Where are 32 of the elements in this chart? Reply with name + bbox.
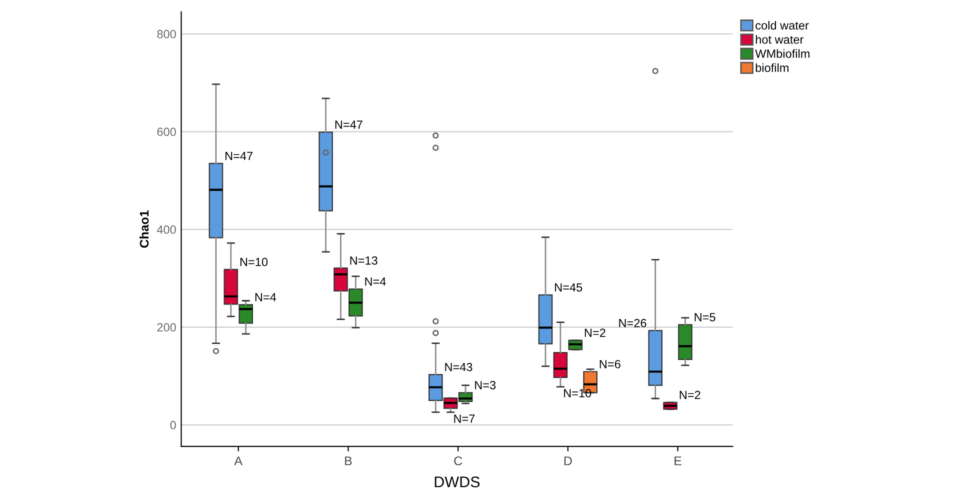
text: N=2 [680,390,700,399]
y-tick-label: 800 [157,30,176,38]
text: N=43 [445,362,472,372]
text: N=6 [600,360,620,368]
text: N=10 [564,389,592,398]
x-tick-label: E [674,456,682,466]
text: N=2 [584,328,606,337]
text: N=7 [454,414,475,423]
text: N=45 [555,283,582,292]
text: N=26 [619,318,646,328]
text: N=3 [475,380,496,390]
legend-label: biofilm [756,63,788,72]
legend-label: hot water [756,35,804,44]
y-tick-label: 200 [157,323,176,332]
text: N=10 [240,258,268,266]
text: N=4 [365,277,386,286]
text: N=13 [350,256,378,265]
text: N=47 [335,120,362,129]
x-tick-label: C [454,456,462,466]
text: N=47 [226,152,252,160]
text: N=5 [694,313,716,322]
x-tick-label: D [564,456,572,466]
x-tick-label: A [234,456,243,466]
x-axis-title: DWDS [434,476,480,488]
legend-label: WMbiofilm [755,49,810,58]
text: N=4 [255,293,276,302]
y-tick-label: 600 [157,128,176,136]
y-tick-label: 0 [170,420,176,430]
y-axis-title: Chao1 [139,210,149,248]
x-tick-label: B [345,456,352,466]
legend-label: cold water [756,20,809,30]
y-tick-label: 400 [156,225,176,234]
